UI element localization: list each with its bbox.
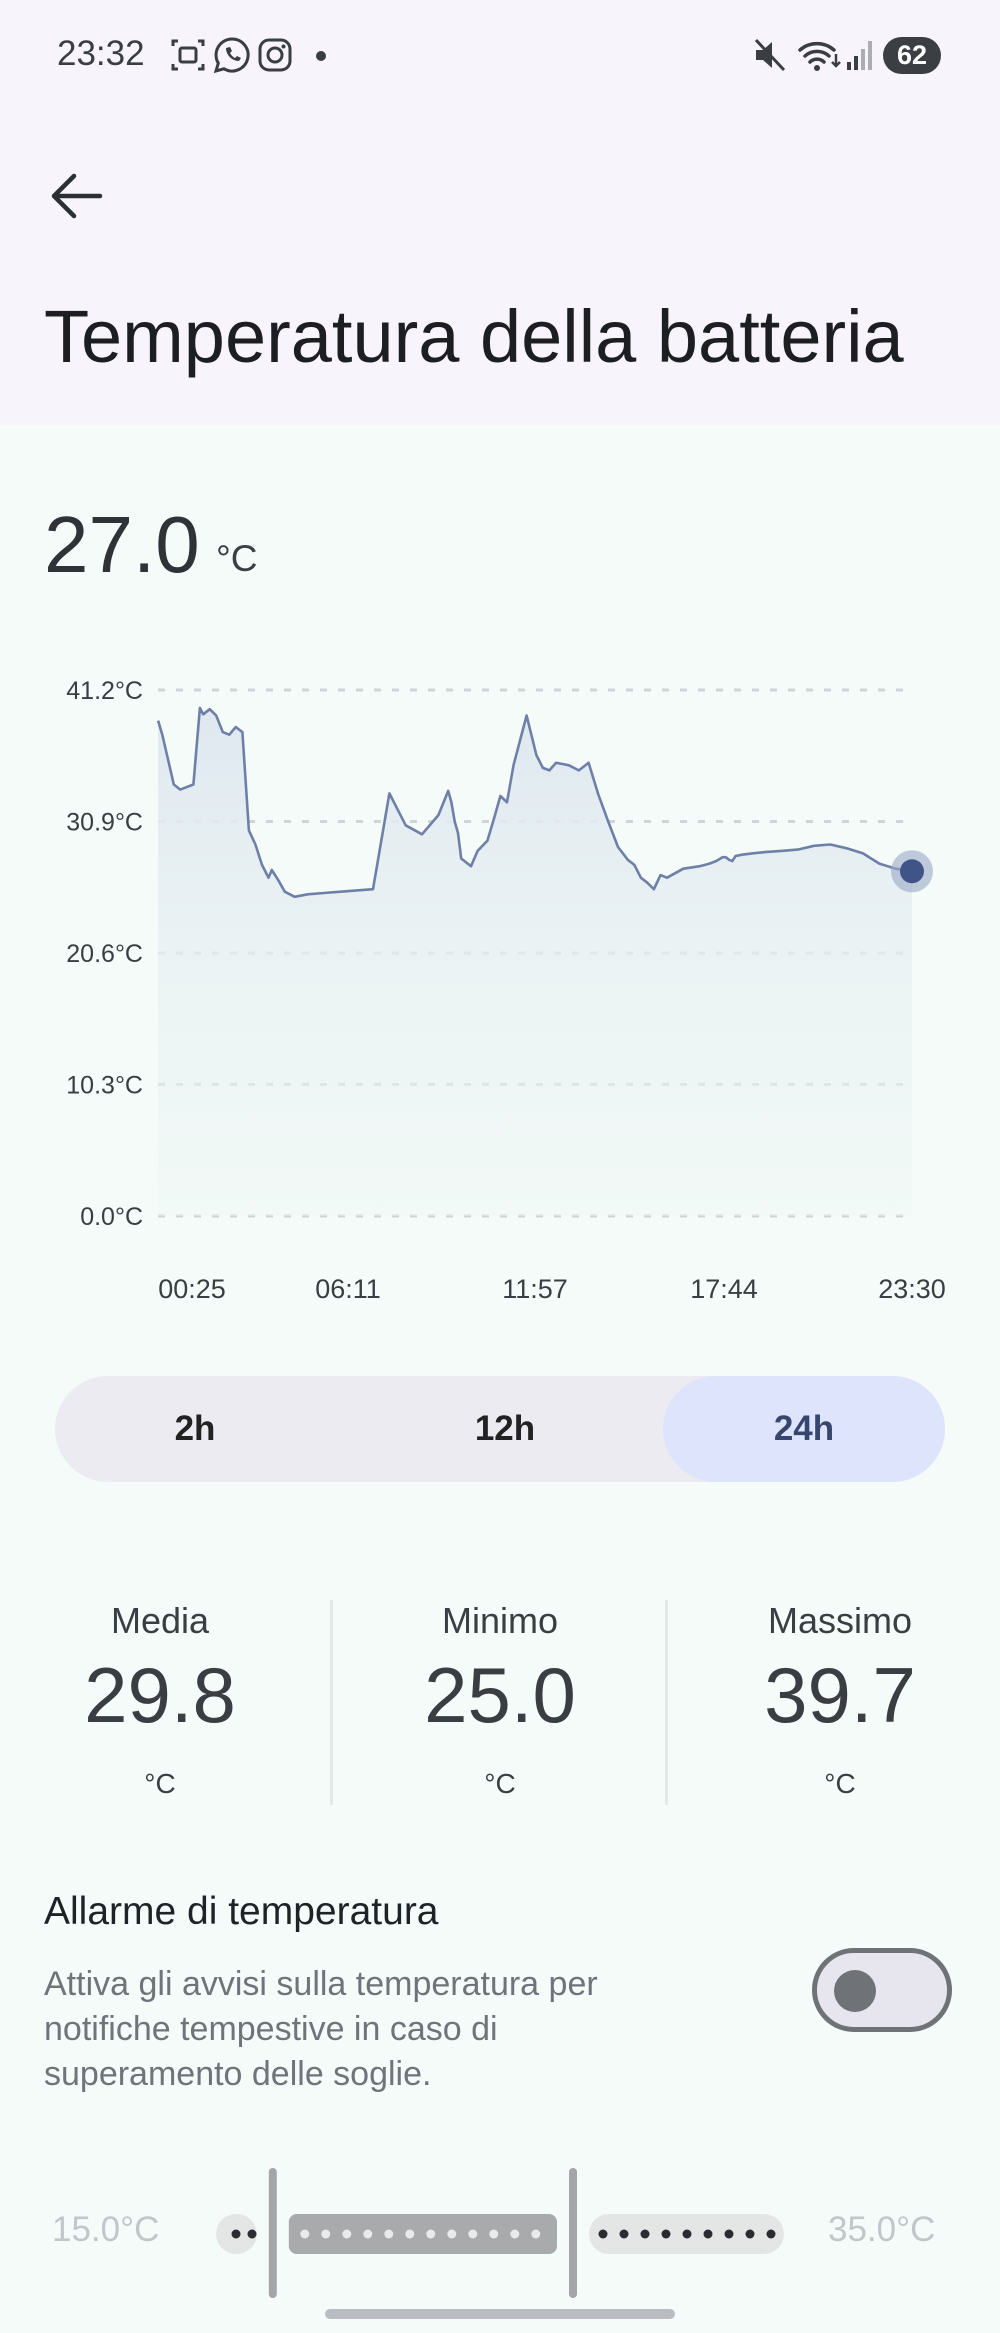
range-12h-label: 12h <box>474 1409 536 1448</box>
slider-tick-dot <box>661 2229 671 2239</box>
slider-tick-dot <box>489 2229 499 2239</box>
current-temperature: 27.0 <box>44 500 200 589</box>
x-tick-label: 06:11 <box>315 1274 381 1304</box>
slider-tick-dot <box>363 2229 373 2239</box>
x-tick-label: 17:44 <box>690 1274 758 1304</box>
stat-average: Media 29.8 °C <box>10 1600 310 1800</box>
status-bar: 23:32 62 <box>0 0 1000 110</box>
slider-tick-dot <box>724 2229 734 2239</box>
alarm-description: Attiva gli avvisi sulla temperatura per … <box>44 1965 598 2093</box>
current-temperature-unit: °C <box>216 538 258 579</box>
stat-maximum: Massimo 39.7 °C <box>690 1600 990 1800</box>
stat-minimum-unit: °C <box>484 1768 516 1799</box>
current-point-marker[interactable] <box>900 859 924 884</box>
slider-tick-dot <box>598 2229 608 2239</box>
threshold-max-label: 35.0°C <box>828 2210 936 2249</box>
y-tick-label: 41.2°C <box>66 677 143 705</box>
page-title: Temperatura della batteria <box>44 295 904 378</box>
mute-icon <box>754 38 786 72</box>
stat-average-label: Media <box>110 1600 210 1641</box>
temperature-chart[interactable]: 41.2°C 30.9°C 20.6°C 10.3°C 0.0°C 00:25 06:11… <box>0 660 1000 1320</box>
threshold-range-slider[interactable] <box>210 2168 810 2298</box>
slider-tick-dot <box>405 2229 415 2239</box>
header-area <box>0 0 1000 425</box>
range-24h-label: 24h <box>773 1409 835 1448</box>
screenshot-icon <box>171 39 205 71</box>
x-tick-label: 00:25 <box>158 1274 226 1304</box>
range-2h-tab[interactable]: 2h <box>55 1376 335 1482</box>
stat-average-unit: °C <box>144 1768 176 1799</box>
home-indicator[interactable] <box>325 2309 675 2319</box>
stat-minimum-value: 25.0 <box>424 1651 576 1739</box>
stat-divider <box>330 1600 333 1805</box>
range-12h-tab[interactable]: 12h <box>355 1376 655 1482</box>
range-24h-tab[interactable]: 24h <box>663 1376 945 1482</box>
status-time: 23:32 <box>57 34 145 73</box>
y-tick-label: 0.0°C <box>80 1203 143 1231</box>
signal-icon <box>847 41 872 70</box>
stat-minimum-label: Minimo <box>441 1600 558 1641</box>
slider-tick-dot <box>247 2229 257 2239</box>
threshold-min-label: 15.0°C <box>52 2210 160 2249</box>
stat-maximum-label: Massimo <box>767 1600 913 1641</box>
slider-tick-dot <box>766 2229 776 2239</box>
slider-tick-dot <box>300 2229 310 2239</box>
slider-tick-dot <box>384 2229 394 2239</box>
whatsapp-icon <box>213 37 250 74</box>
slider-tick-dot <box>468 2229 478 2239</box>
slider-tick-dot <box>447 2229 457 2239</box>
instagram-icon <box>258 38 292 72</box>
slider-tick-dot <box>682 2229 692 2239</box>
range-2h-label: 2h <box>174 1409 216 1448</box>
temperature-line <box>156 706 913 899</box>
battery-level: 62 <box>896 40 928 70</box>
slider-tick-dot <box>745 2229 755 2239</box>
slider-tick-dot <box>531 2229 541 2239</box>
slider-tick-dot <box>619 2229 629 2239</box>
slider-max-handle[interactable] <box>569 2168 577 2298</box>
y-tick-label: 30.9°C <box>66 809 143 837</box>
slider-tick-dot <box>703 2229 713 2239</box>
slider-tick-dot <box>342 2229 352 2239</box>
slider-tick-dot <box>510 2229 520 2239</box>
time-range-selector: 2h 12h 24h <box>55 1376 945 1482</box>
stat-maximum-value: 39.7 <box>764 1651 916 1739</box>
temperature-area <box>158 707 913 1216</box>
y-tick-label: 10.3°C <box>66 1072 143 1100</box>
dot-icon <box>316 51 326 61</box>
stat-maximum-unit: °C <box>824 1768 856 1799</box>
x-tick-label: 23:30 <box>878 1274 946 1304</box>
back-arrow-icon[interactable] <box>40 160 112 232</box>
slider-tick-dot <box>231 2229 241 2239</box>
slider-track-active <box>288 2214 557 2254</box>
alarm-toggle[interactable] <box>812 1948 952 2032</box>
slider-tick-dot <box>321 2229 331 2239</box>
battery-indicator: 62 <box>883 37 941 74</box>
x-tick-label: 11:57 <box>502 1274 568 1304</box>
wifi-icon <box>798 42 841 71</box>
stat-minimum: Minimo 25.0 °C <box>350 1600 650 1800</box>
stat-average-value: 29.8 <box>84 1651 236 1739</box>
alarm-toggle-knob <box>834 1970 876 2012</box>
slider-min-handle[interactable] <box>268 2168 277 2298</box>
slider-tick-dot <box>426 2229 436 2239</box>
stat-divider <box>665 1600 668 1805</box>
y-tick-label: 20.6°C <box>66 940 143 968</box>
alarm-title: Allarme di temperatura <box>44 1890 439 1933</box>
slider-tick-dot <box>640 2229 650 2239</box>
